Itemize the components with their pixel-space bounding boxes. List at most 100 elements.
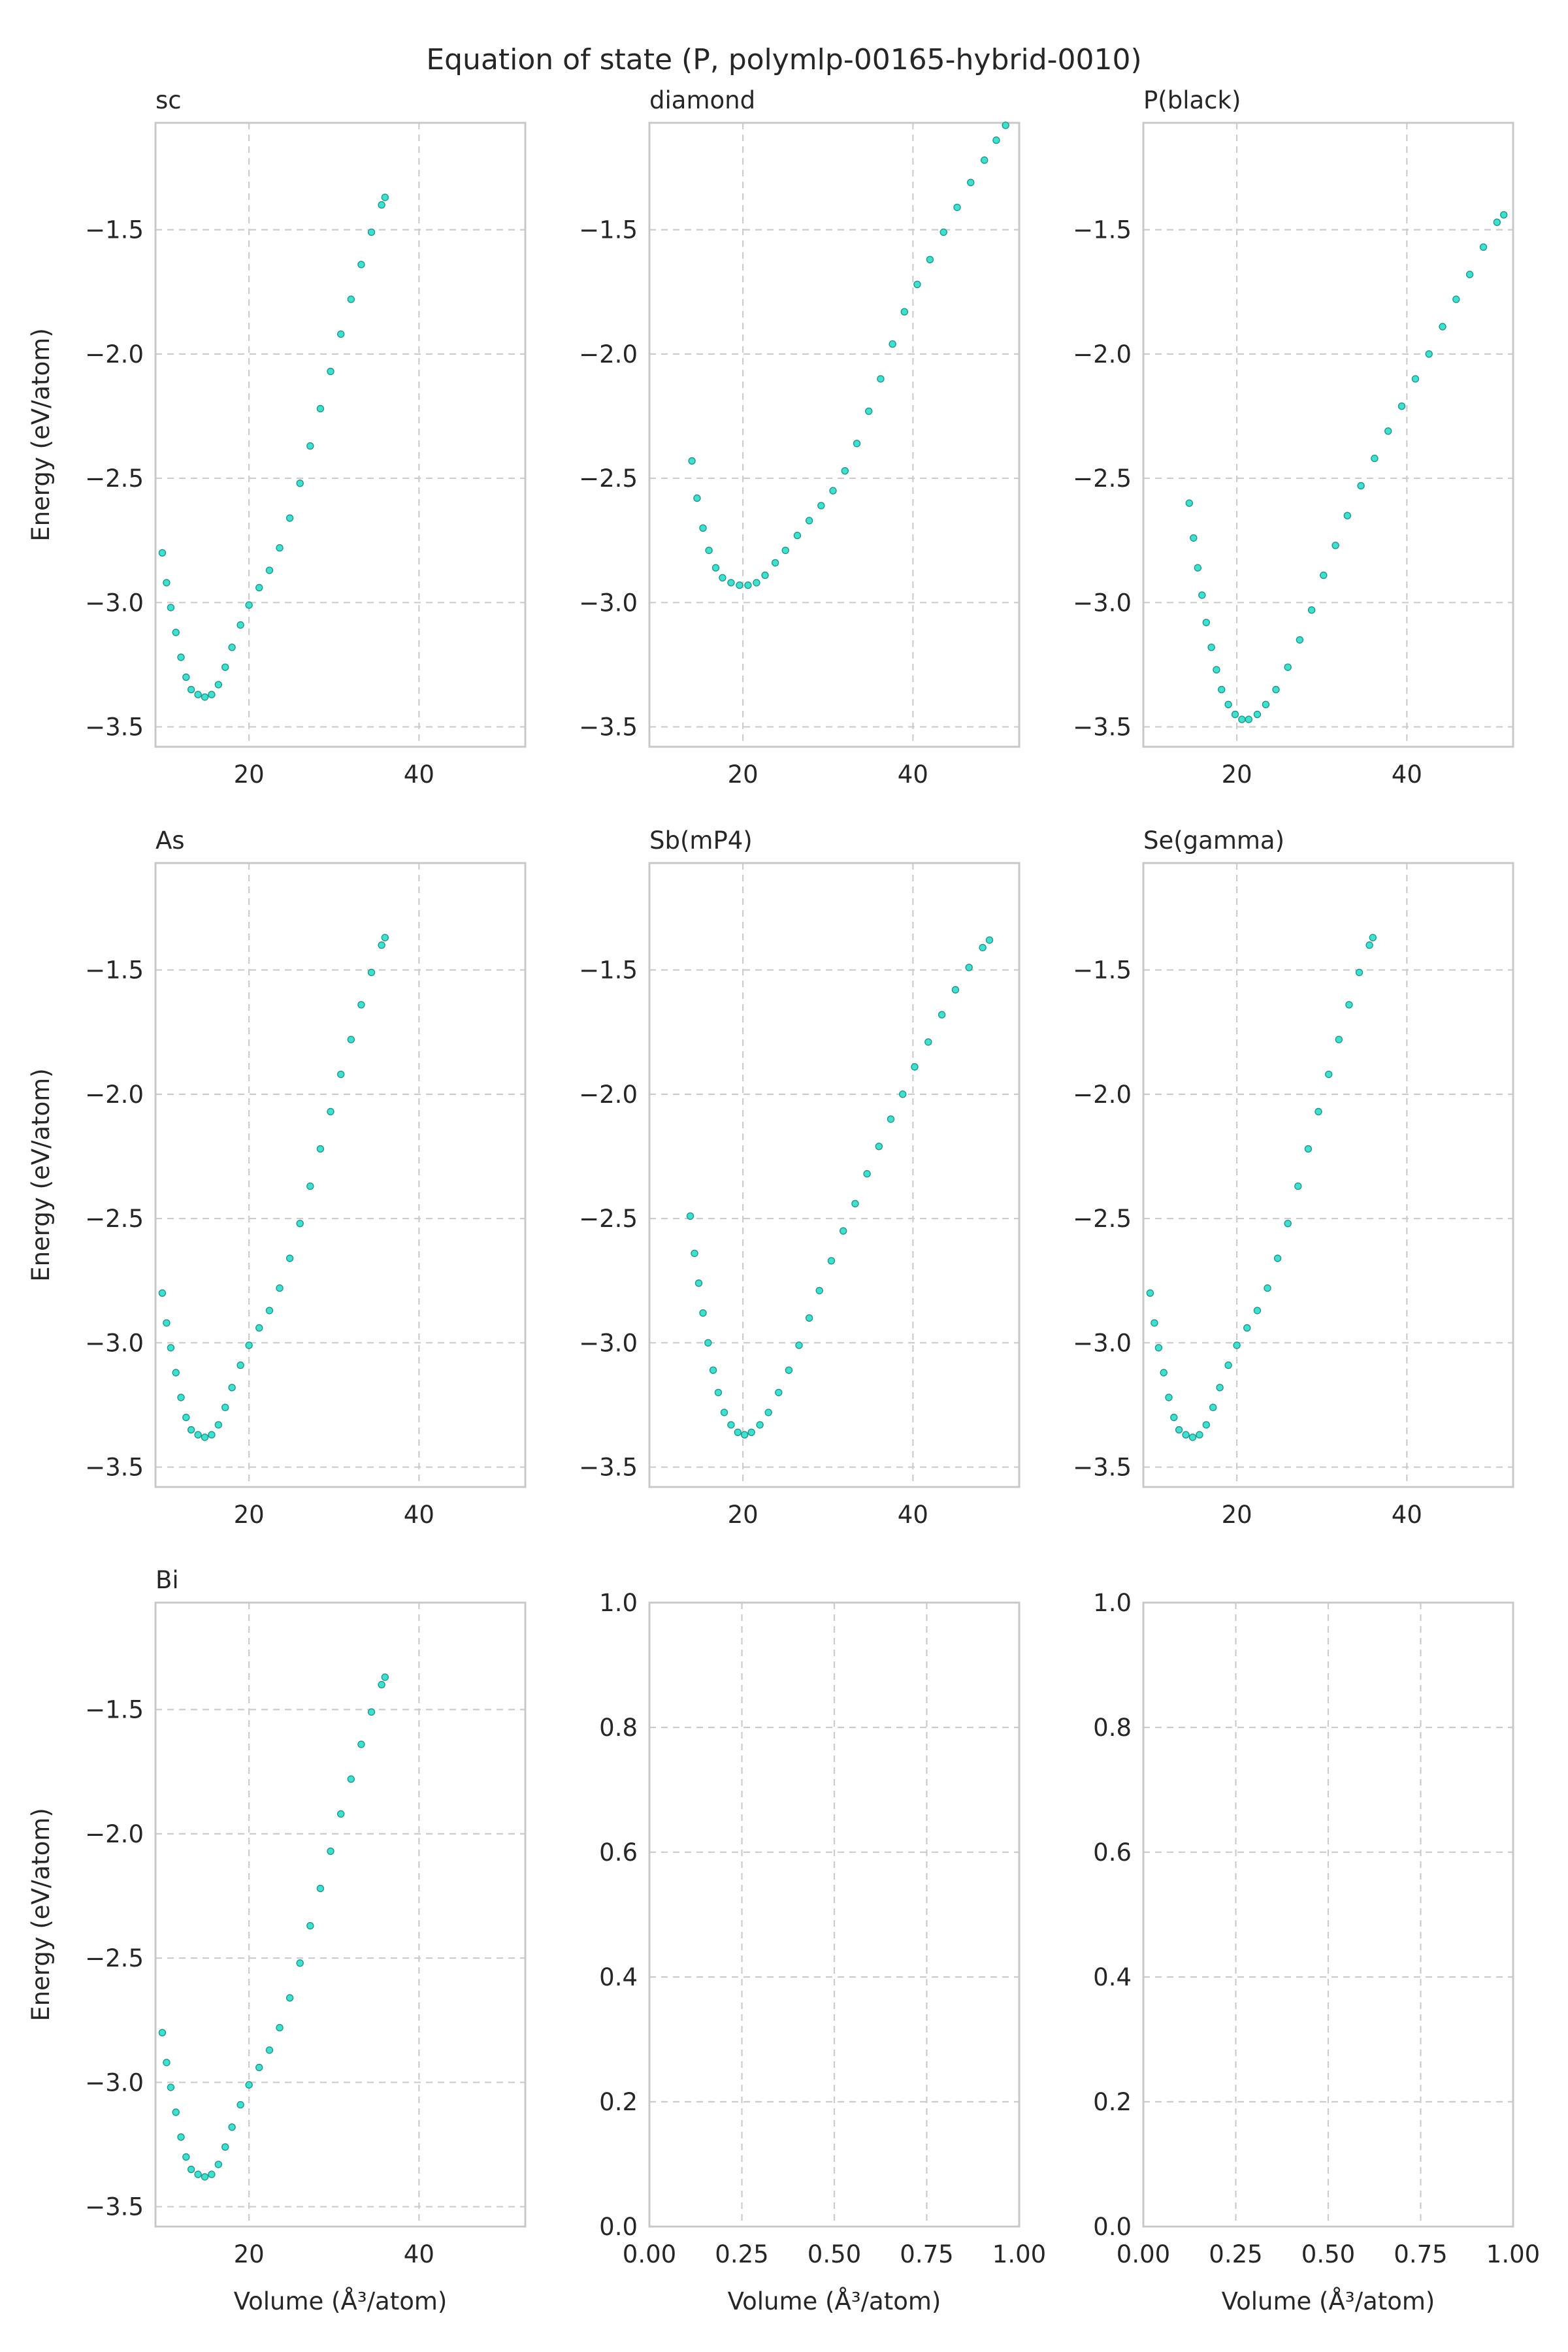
data-point [357,261,365,269]
x-tick-label: 40 [1392,1501,1422,1529]
data-point [793,531,802,540]
data-point [187,2165,195,2174]
data-point [795,1341,803,1349]
data-point [1213,666,1220,674]
data-point [158,1289,167,1297]
x-tick-label: 0.00 [623,2240,676,2268]
y-tick-label: −2.0 [85,1820,144,1848]
data-point [992,136,1000,144]
x-tick-label: 40 [898,1501,928,1529]
x-tick-label: 40 [1392,760,1422,789]
y-tick-label: −1.5 [85,1696,144,1724]
data-point [815,1286,823,1295]
data-point [201,2173,209,2181]
data-point [208,2170,216,2178]
data-point [276,544,284,552]
y-tick-label: −2.5 [1073,465,1132,493]
subplot-title: Se(gamma) [1143,826,1284,855]
y-tick-label: −2.0 [579,1081,638,1109]
data-point [1296,636,1304,644]
axes-frame [648,1601,1021,2228]
figure-title: Equation of state (P, polymlp-00165-hybr… [426,43,1141,76]
data-point [924,1038,932,1046]
data-point [172,629,180,636]
data-point [761,571,769,580]
data-point [938,1011,946,1019]
data-point [817,502,825,510]
y-tick-label: 0.4 [599,1963,638,1991]
x-tick-label: 40 [404,2240,434,2268]
y-tick-label: −2.5 [1073,1205,1132,1233]
y-tick-label: −2.0 [1073,340,1132,368]
data-point [853,440,861,448]
data-point [347,1775,355,1783]
data-point [167,2083,175,2091]
data-point [337,330,345,338]
y-axis-label: Energy (eV/atom) [27,328,55,542]
data-point [378,201,385,209]
data-point [255,2063,263,2072]
data-point [327,367,335,376]
data-point [306,442,314,450]
subplot-grid: 20 40 −1.5 −2.0 −2.5 −3.0 −3.5 sc Energy (eV/ato… [27,86,1540,2315]
data-point [900,308,909,316]
y-tick-label: 0.2 [599,2088,638,2116]
data-point [296,480,304,487]
y-tick-label: −2.5 [85,465,144,493]
data-point [714,1388,723,1397]
data-point [201,693,209,701]
data-point [1465,270,1474,278]
x-tick-label: 20 [728,760,759,789]
data-point [1425,350,1433,358]
data-point [237,2100,244,2109]
axes-frame [154,1601,527,2228]
subplot-1: 20 40 −1.5 −2.0 −2.5 −3.0 −3.5 sc Energy (eV/ato… [27,86,527,789]
x-axis-label: Volume (Å³/atom) [728,2287,941,2315]
x-tick-label: 0.25 [1209,2240,1262,2268]
data-point [1231,710,1239,719]
data-point [1238,715,1246,723]
data-point [221,1403,229,1411]
data-point [276,2023,284,2032]
data-point [163,1319,171,1327]
data-point [1439,323,1446,331]
x-axis-label: Volume (Å³/atom) [234,2287,448,2315]
data-point [691,1249,698,1258]
data-point [296,1959,304,1967]
data-point [709,1366,717,1374]
data-point [1264,1284,1271,1292]
data-point [316,1145,325,1153]
y-tick-label: −3.0 [579,589,638,617]
data-point [337,1070,345,1079]
data-point [1002,122,1009,129]
data-point [1304,1145,1313,1153]
data-point [1151,1319,1158,1327]
data-point [805,517,813,525]
data-point [1154,1344,1163,1352]
data-point [1452,295,1460,303]
data-point [1345,1001,1353,1009]
data-point [898,1090,907,1098]
data-point [214,681,222,689]
data-point [177,2133,185,2141]
x-tick-label: 0.75 [900,2240,953,2268]
data-point [367,968,376,977]
data-point [686,1212,694,1220]
subplot-5: 20 40 −1.5 −2.0 −2.5 −3.0 −3.5 Sb(mP4) [579,826,1021,1529]
axes-frame [1142,122,1514,748]
y-tick-label: −3.0 [1073,589,1132,617]
data-point [177,1394,185,1401]
axes-frame [648,862,1021,1488]
data-point [711,564,720,572]
data-point [1202,619,1211,627]
y-tick-label: −1.5 [1073,956,1132,985]
data-point [1182,1431,1190,1439]
data-point [237,621,244,629]
data-point [265,1307,274,1315]
data-point [1185,499,1194,507]
data-point [265,2046,274,2054]
data-point [911,1063,919,1071]
subplot-9: 0.00 0.25 0.50 0.75 1.00 0.0 0.2 0.4 0.6 0.8 1.0 Vo… [1093,1589,1540,2315]
data-point [1243,1324,1251,1332]
data-point [967,178,975,186]
